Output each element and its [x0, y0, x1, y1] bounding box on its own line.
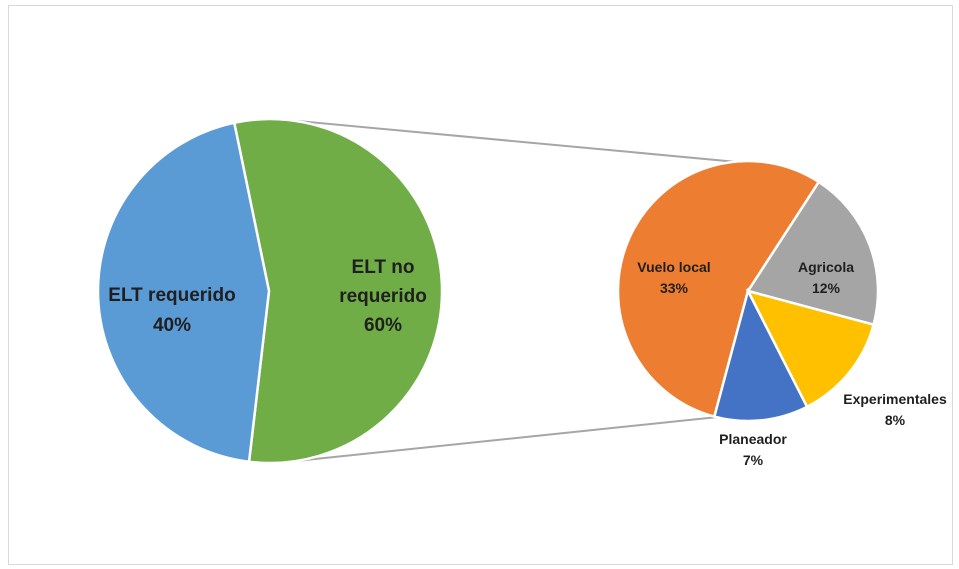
- connector-line-bottom: [278, 416, 717, 464]
- label-planeador: Planeador 7%: [719, 431, 787, 468]
- slice-elt-no-requerido: [232, 117, 444, 465]
- slice-experimentales: [745, 289, 876, 409]
- slice-planeador: [712, 287, 809, 423]
- label-vuelo-local: Vuelo local 33%: [637, 259, 710, 296]
- slice-elt-requerido: [96, 121, 271, 464]
- slice-agricola: [746, 180, 880, 327]
- label-experimentales: Experimentales 8%: [843, 391, 947, 428]
- slice-vuelo-local: [616, 159, 821, 419]
- label-elt-requerido: ELT requerido 40%: [108, 285, 235, 336]
- label-agricola: Agricola 12%: [798, 259, 854, 296]
- label-elt-no-requerido: ELT no requerido 60%: [339, 257, 427, 336]
- connector-line-top: [278, 118, 735, 163]
